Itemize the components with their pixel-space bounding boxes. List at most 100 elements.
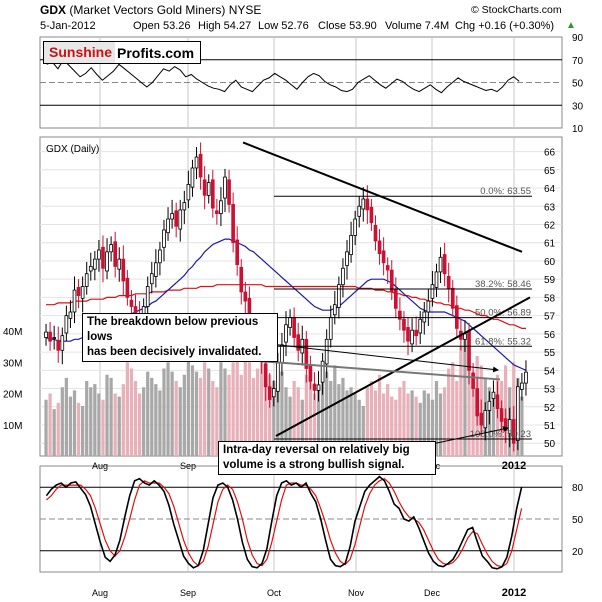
volume-bar [89, 387, 93, 456]
candle-body [186, 183, 191, 201]
volume-bar [251, 377, 256, 456]
volume-bar [369, 381, 374, 456]
price-y-tick-label: 56 [544, 330, 556, 341]
volume-bar [113, 393, 117, 456]
candle-body [276, 362, 280, 392]
price-y-tick-label: 66 [544, 148, 556, 159]
candle-body [284, 324, 288, 343]
candle-body [158, 249, 162, 264]
volume-bar [491, 393, 496, 456]
volume-bar [198, 377, 203, 456]
copyright-text: © StockCharts.com [471, 4, 562, 16]
candle-body [170, 213, 174, 220]
candle-body [129, 299, 134, 307]
candle-body [511, 419, 516, 444]
candle-body [467, 330, 471, 371]
candle-body [446, 276, 451, 289]
price-y-tick-label: 57 [544, 312, 556, 323]
rsi-y-tick-label: 50 [572, 79, 584, 90]
volume-bar [109, 377, 113, 456]
candle-body [316, 384, 321, 391]
fibonacci-level-label: 0.0%: 63.55 [480, 186, 531, 197]
volume-bar [64, 377, 68, 456]
candle-body [121, 258, 126, 282]
quote-volume: Volume 7.4M [385, 20, 450, 32]
candle-body [349, 235, 353, 255]
annotation-bottom-pointer [431, 426, 509, 445]
volume-bar [105, 374, 109, 456]
fibonacci-level-label: 61.8%: 55.32 [475, 336, 531, 347]
candle-body [166, 218, 170, 234]
volume-bar [223, 368, 227, 456]
volume-bar [101, 399, 105, 456]
volume-bar [455, 381, 459, 456]
volume-bar [170, 371, 174, 456]
volume-bar [154, 384, 158, 456]
volume-bar [211, 381, 215, 456]
candle-body [202, 179, 207, 196]
annotation-reversal-line-2: volume is a strong bullish signal. [223, 459, 405, 471]
volume-bar [174, 381, 178, 456]
stochastic-k-line [45, 475, 523, 570]
candle-body [328, 317, 333, 340]
quote-high: High 54.27 [198, 20, 252, 32]
volume-bar [129, 368, 134, 456]
quote-change: Chg +0.16 (+0.30%) [455, 20, 555, 32]
volume-bar [414, 396, 418, 456]
volume-bar [312, 393, 317, 456]
volume-bar [85, 381, 89, 456]
annotation-breakdown-line-2: has been decisively invalidated. [87, 346, 262, 358]
candle-body [288, 317, 292, 328]
candle-body [149, 273, 154, 285]
candle-body [296, 334, 301, 351]
volume-bar [44, 399, 48, 456]
volume-bar [288, 396, 292, 456]
quote-open: Open 53.26 [133, 20, 191, 32]
price-y-tick-label: 62 [544, 220, 556, 231]
candle-body [263, 363, 268, 388]
volume-bar [72, 390, 77, 456]
candle-body [491, 391, 496, 399]
stochastic-x-tick-label: 2012 [502, 587, 526, 599]
exchange-name: NYSE [228, 3, 262, 17]
candle-body [84, 273, 89, 287]
volume-bar [320, 377, 325, 456]
stochastic-y-tick-label: 20 [572, 547, 584, 558]
price-y-tick-label: 63 [544, 202, 556, 213]
volume-bar [68, 396, 73, 456]
chart-title: GDX (Market Vectors Gold Miners) NYSE [40, 3, 261, 17]
volume-bar [259, 352, 264, 456]
candle-body [113, 241, 117, 267]
volume-bar [325, 371, 329, 456]
volume-bar [386, 384, 390, 456]
candle-body [76, 286, 81, 296]
candle-body [483, 410, 488, 429]
price-y-tick-label: 58 [544, 293, 556, 304]
volume-bar [345, 390, 349, 456]
volume-bar [166, 362, 170, 456]
change-up-arrow-icon: ▲ [566, 20, 576, 31]
volume-y-tick-label: 30M [3, 358, 22, 369]
volume-bar [56, 402, 60, 456]
rsi-y-tick-label: 10 [572, 124, 584, 135]
price-y-tick-label: 65 [544, 166, 556, 177]
volume-bar [402, 381, 406, 456]
candle-body [80, 286, 85, 299]
annotation-top-pointer [261, 342, 499, 373]
candle-body [64, 315, 69, 334]
breakdown-trendline [261, 360, 501, 381]
candle-body [267, 386, 272, 400]
candle-body [198, 153, 203, 178]
volume-bar [276, 362, 280, 456]
candle-body [190, 167, 195, 188]
annotation-breakdown-line-1: The breakdown below previous lows [87, 316, 259, 343]
volume-bar [178, 387, 182, 456]
volume-bar [381, 393, 386, 456]
price-panel-label: GDX (Daily) [46, 144, 99, 155]
candle-body [337, 284, 341, 308]
volume-bar [203, 362, 207, 456]
candle-body [385, 265, 390, 271]
price-x-tick-label: Sep [180, 461, 196, 471]
volume-bar [247, 362, 252, 456]
volume-bar [406, 393, 410, 456]
